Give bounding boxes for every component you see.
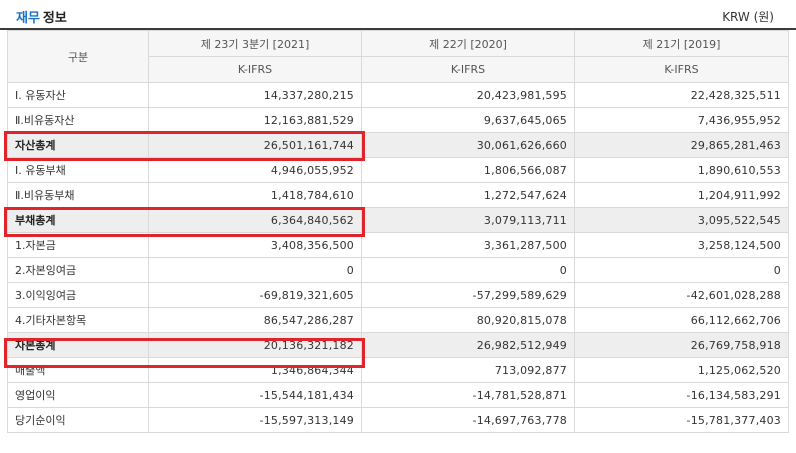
row-value: 3,258,124,500 (574, 232, 789, 258)
row-label: Ⅰ. 유동부채 (7, 157, 149, 183)
row-label: 3.이익잉여금 (7, 282, 149, 308)
row-value: 80,920,815,078 (361, 307, 575, 333)
section-title-rest: 정보 (42, 11, 67, 26)
row-label: Ⅰ. 유동자산 (7, 82, 149, 108)
column-header-category: 구분 (7, 30, 149, 83)
row-label: 자산총계 (7, 132, 149, 158)
row-value: 12,163,881,529 (148, 107, 362, 133)
row-value: 20,136,321,182 (148, 332, 362, 358)
row-value: 20,423,981,595 (361, 82, 575, 108)
row-value: -42,601,028,288 (574, 282, 789, 308)
row-value: -15,781,377,403 (574, 407, 789, 433)
row-value: 7,436,955,952 (574, 107, 789, 133)
row-label: Ⅱ.비유동자산 (7, 107, 149, 133)
row-label: 당기순이익 (7, 407, 149, 433)
row-value: 1,125,062,520 (574, 357, 789, 383)
table-row: Ⅰ. 유동자산 14,337,280,215 20,423,981,595 22… (7, 82, 789, 108)
financial-table: 구분 제 23기 3분기 [2021] 제 22기 [2020] 제 21기 [… (7, 30, 789, 433)
row-value: 3,361,287,500 (361, 232, 575, 258)
row-value: 30,061,626,660 (361, 132, 575, 158)
column-header-period: 제 22기 [2020] (361, 30, 575, 57)
row-value: -14,781,528,871 (361, 382, 575, 408)
column-header-standard: K-IFRS (574, 56, 789, 83)
row-value: 4,946,055,952 (148, 157, 362, 183)
row-value: 1,806,566,087 (361, 157, 575, 183)
row-value: 1,418,784,610 (148, 182, 362, 208)
row-label: 매출액 (7, 357, 149, 383)
row-value: 0 (361, 257, 575, 283)
row-value: 6,364,840,562 (148, 207, 362, 233)
row-value: 3,095,522,545 (574, 207, 789, 233)
row-value: 26,982,512,949 (361, 332, 575, 358)
row-value: 3,079,113,711 (361, 207, 575, 233)
row-value: 22,428,325,511 (574, 82, 789, 108)
row-value: 3,408,356,500 (148, 232, 362, 258)
table-row: 영업이익 -15,544,181,434 -14,781,528,871 -16… (7, 382, 789, 408)
table-row: 1.자본금 3,408,356,500 3,361,287,500 3,258,… (7, 232, 789, 258)
total-row-equity: 자본총계 20,136,321,182 26,982,512,949 26,76… (7, 332, 789, 358)
row-value: 66,112,662,706 (574, 307, 789, 333)
total-row-assets: 자산총계 26,501,161,744 30,061,626,660 29,86… (7, 132, 789, 158)
row-value: 0 (148, 257, 362, 283)
table-row: 매출액 1,346,864,344 713,092,877 1,125,062,… (7, 357, 789, 383)
table-row: 3.이익잉여금 -69,819,321,605 -57,299,589,629 … (7, 282, 789, 308)
row-label: 영업이익 (7, 382, 149, 408)
row-value: 713,092,877 (361, 357, 575, 383)
row-label: 4.기타자본항목 (7, 307, 149, 333)
row-value: -69,819,321,605 (148, 282, 362, 308)
row-value: 29,865,281,463 (574, 132, 789, 158)
section-title: 재무 정보 (16, 7, 67, 26)
row-label: 부채총계 (7, 207, 149, 233)
section-header: 재무 정보 KRW (원) (0, 0, 796, 30)
column-header-standard: K-IFRS (361, 56, 575, 83)
row-value: 0 (574, 257, 789, 283)
total-row-liabilities: 부채총계 6,364,840,562 3,079,113,711 3,095,5… (7, 207, 789, 233)
row-label: 자본총계 (7, 332, 149, 358)
table-row: Ⅱ.비유동부채 1,418,784,610 1,272,547,624 1,20… (7, 182, 789, 208)
row-value: 14,337,280,215 (148, 82, 362, 108)
column-header-standard: K-IFRS (148, 56, 362, 83)
table-row: 당기순이익 -15,597,313,149 -14,697,763,778 -1… (7, 407, 789, 433)
row-value: -15,544,181,434 (148, 382, 362, 408)
header-row-standards: K-IFRS K-IFRS K-IFRS (8, 56, 789, 83)
table-row: Ⅰ. 유동부채 4,946,055,952 1,806,566,087 1,89… (7, 157, 789, 183)
column-header-period: 제 21기 [2019] (574, 30, 789, 57)
section-title-accent: 재무 (16, 11, 40, 26)
table-row: 4.기타자본항목 86,547,286,287 80,920,815,078 6… (7, 307, 789, 333)
row-value: 86,547,286,287 (148, 307, 362, 333)
row-value: -15,597,313,149 (148, 407, 362, 433)
table-row: 2.자본잉여금 0 0 0 (7, 257, 789, 283)
table-row: Ⅱ.비유동자산 12,163,881,529 9,637,645,065 7,4… (7, 107, 789, 133)
row-value: 1,272,547,624 (361, 182, 575, 208)
row-value: 26,769,758,918 (574, 332, 789, 358)
column-header-period: 제 23기 3분기 [2021] (148, 30, 362, 57)
currency-unit: KRW (원) (722, 10, 774, 24)
row-value: 1,890,610,553 (574, 157, 789, 183)
row-label: 2.자본잉여금 (7, 257, 149, 283)
row-label: Ⅱ.비유동부채 (7, 182, 149, 208)
row-value: 9,637,645,065 (361, 107, 575, 133)
row-value: -14,697,763,778 (361, 407, 575, 433)
row-value: -16,134,583,291 (574, 382, 789, 408)
row-label: 1.자본금 (7, 232, 149, 258)
header-row-periods: 구분 제 23기 3분기 [2021] 제 22기 [2020] 제 21기 [… (7, 30, 789, 83)
row-value: 26,501,161,744 (148, 132, 362, 158)
row-value: -57,299,589,629 (361, 282, 575, 308)
row-value: 1,204,911,992 (574, 182, 789, 208)
row-value: 1,346,864,344 (148, 357, 362, 383)
